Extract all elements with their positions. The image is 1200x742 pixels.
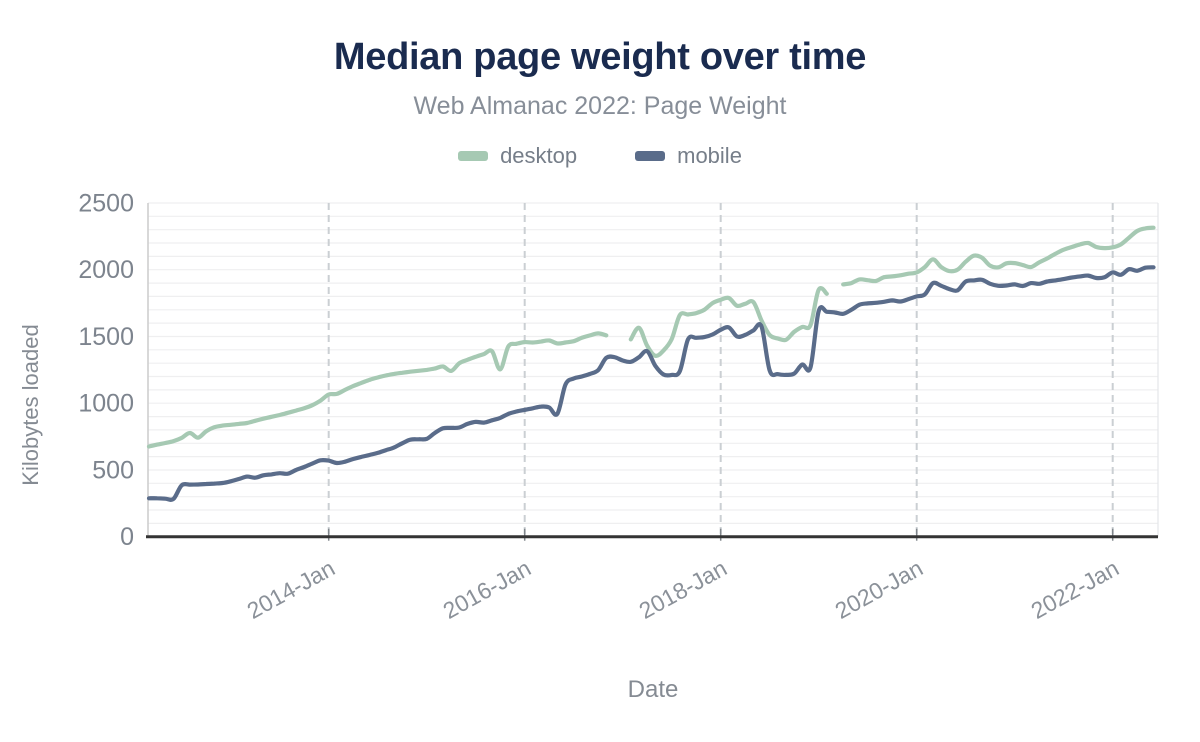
desktop-line (628, 285, 829, 359)
y-tick-label: 2500 (78, 190, 134, 218)
y-tick-label: 1500 (78, 323, 134, 351)
chart-subtitle: Web Almanac 2022: Page Weight (413, 92, 787, 120)
legend-item-desktop: desktop (458, 143, 577, 169)
legend-label-desktop: desktop (500, 143, 578, 168)
x-tick-label: 2022-Jan (1027, 555, 1124, 624)
y-tick-label: 0 (120, 523, 134, 551)
y-axis-title: Kilobytes loaded (18, 324, 43, 485)
y-tick-label: 1000 (78, 390, 134, 418)
legend-swatch-mobile (635, 151, 666, 161)
x-axis-title: Date (628, 676, 679, 703)
legend-swatch-desktop (458, 151, 489, 161)
mobile-line (146, 265, 1156, 502)
x-tick-label: 2018-Jan (635, 555, 732, 624)
y-tick-label: 2000 (78, 256, 134, 284)
legend: desktop mobile (0, 142, 1200, 170)
desktop-line (146, 331, 609, 449)
x-tick-label: 2020-Jan (831, 555, 928, 624)
legend-label-mobile: mobile (677, 143, 742, 168)
legend-item-mobile: mobile (635, 143, 742, 169)
x-tick-label: 2016-Jan (439, 555, 536, 624)
desktop-line (841, 225, 1156, 287)
x-tick-label: 2014-Jan (243, 555, 340, 624)
chart-title: Median page weight over time (333, 36, 867, 78)
y-tick-label: 500 (92, 457, 134, 485)
